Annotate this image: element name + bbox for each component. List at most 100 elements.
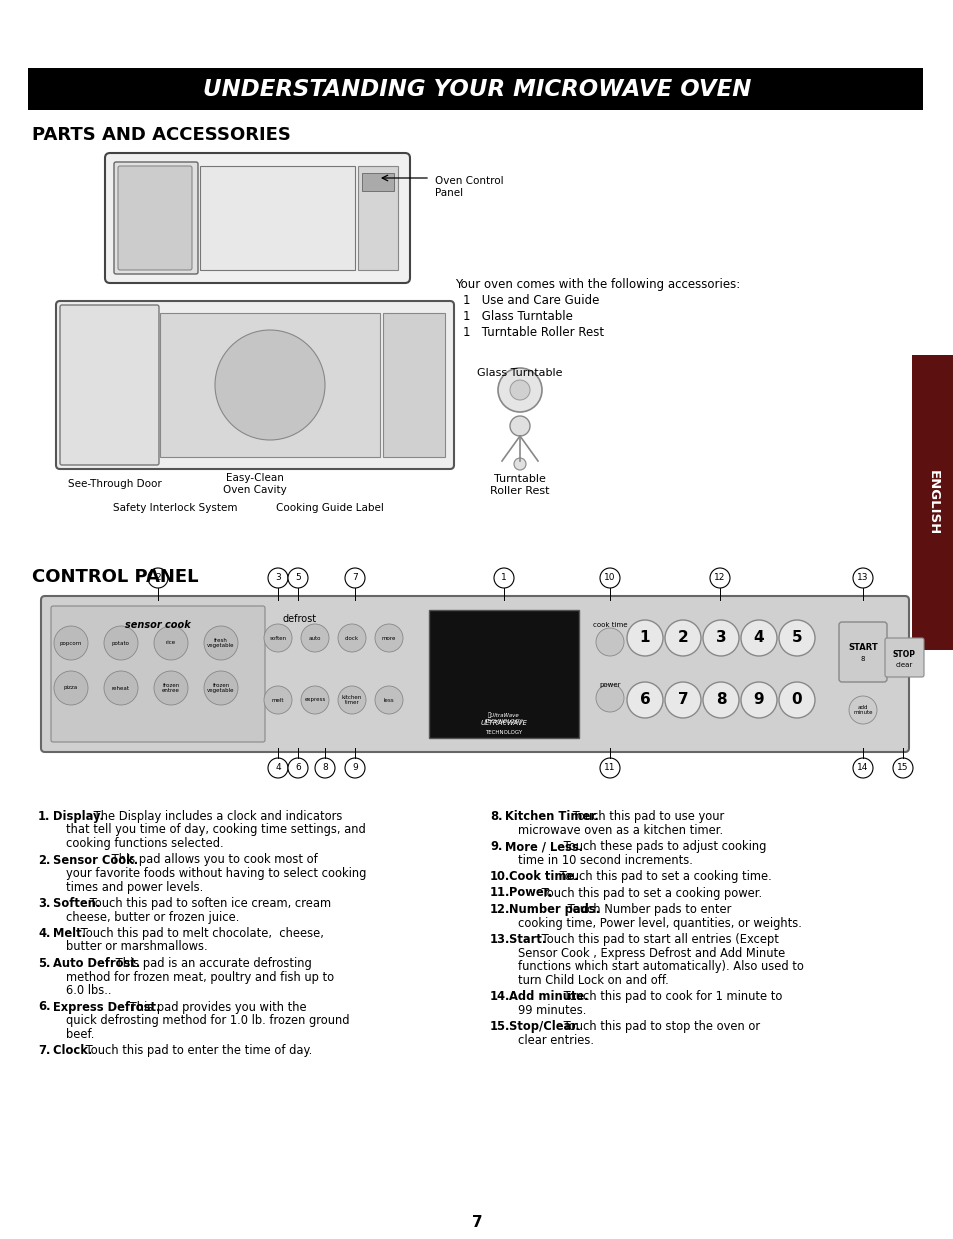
Circle shape xyxy=(54,672,88,705)
Text: ENGLISH: ENGLISH xyxy=(925,470,939,535)
Text: 5.: 5. xyxy=(38,957,51,970)
Circle shape xyxy=(599,758,619,778)
Text: times and power levels.: times and power levels. xyxy=(66,881,203,893)
Circle shape xyxy=(375,686,402,714)
Text: melt: melt xyxy=(272,698,284,703)
Circle shape xyxy=(494,567,514,589)
Text: 10.: 10. xyxy=(490,870,510,883)
Text: 1   Glass Turntable: 1 Glass Turntable xyxy=(462,310,572,323)
Text: Touch this pad to use your: Touch this pad to use your xyxy=(568,810,723,823)
Text: Clock.: Clock. xyxy=(49,1044,91,1057)
Text: your favorite foods without having to select cooking: your favorite foods without having to se… xyxy=(66,867,366,880)
Circle shape xyxy=(345,758,365,778)
Text: reheat: reheat xyxy=(112,685,130,690)
Text: pizza: pizza xyxy=(64,685,78,690)
Circle shape xyxy=(740,620,776,655)
Text: 0: 0 xyxy=(791,693,801,707)
Circle shape xyxy=(596,684,623,712)
Text: 13: 13 xyxy=(857,574,868,582)
Text: Oven Control
Panel: Oven Control Panel xyxy=(435,176,503,197)
Circle shape xyxy=(268,567,288,589)
Text: Kitchen Timer.: Kitchen Timer. xyxy=(500,810,598,823)
Circle shape xyxy=(599,567,619,589)
Text: Add minute.: Add minute. xyxy=(505,990,588,1004)
Circle shape xyxy=(301,686,329,714)
Text: START: START xyxy=(847,643,877,652)
Circle shape xyxy=(702,681,739,717)
Circle shape xyxy=(288,758,308,778)
Text: auto: auto xyxy=(309,636,321,641)
Text: 3: 3 xyxy=(715,631,725,646)
Circle shape xyxy=(779,681,814,717)
Text: 8: 8 xyxy=(860,655,864,662)
Circle shape xyxy=(596,628,623,655)
Circle shape xyxy=(848,696,876,724)
Circle shape xyxy=(510,416,530,436)
Circle shape xyxy=(664,620,700,655)
Text: UNDERSTANDING YOUR MICROWAVE OVEN: UNDERSTANDING YOUR MICROWAVE OVEN xyxy=(203,78,750,100)
Text: Your oven comes with the following accessories:: Your oven comes with the following acces… xyxy=(455,278,740,291)
Text: 1   Turntable Roller Rest: 1 Turntable Roller Rest xyxy=(462,326,603,339)
Circle shape xyxy=(375,624,402,652)
Text: Touch this pad to melt chocolate,  cheese,: Touch this pad to melt chocolate, cheese… xyxy=(77,927,324,940)
Text: Easy-Clean
Oven Cavity: Easy-Clean Oven Cavity xyxy=(223,473,287,494)
Text: Cooking Guide Label: Cooking Guide Label xyxy=(275,503,383,513)
Text: This pad provides you with the: This pad provides you with the xyxy=(126,1001,306,1014)
Circle shape xyxy=(204,672,237,705)
Text: less: less xyxy=(383,698,394,703)
Text: Touch these pads to adjust cooking: Touch these pads to adjust cooking xyxy=(559,840,765,852)
Circle shape xyxy=(264,624,292,652)
Circle shape xyxy=(337,624,366,652)
Circle shape xyxy=(148,567,168,589)
Text: 11.: 11. xyxy=(490,886,510,900)
Bar xyxy=(382,313,444,457)
Bar xyxy=(160,313,379,457)
Text: 14.: 14. xyxy=(490,990,510,1004)
Text: This pad is an accurate defrosting: This pad is an accurate defrosting xyxy=(112,957,312,970)
Text: potato: potato xyxy=(112,641,130,646)
Circle shape xyxy=(892,758,912,778)
Text: Touch this pad to soften ice cream, cream: Touch this pad to soften ice cream, crea… xyxy=(86,897,331,909)
Text: Sensor Cook.: Sensor Cook. xyxy=(49,854,138,866)
FancyBboxPatch shape xyxy=(51,606,265,742)
Text: cook time: cook time xyxy=(592,622,626,628)
Text: More / Less.: More / Less. xyxy=(500,840,582,852)
Text: 6.0 lbs..: 6.0 lbs.. xyxy=(66,984,112,997)
Text: Stop/Clear.: Stop/Clear. xyxy=(505,1020,579,1033)
Circle shape xyxy=(104,672,138,705)
Text: 8.: 8. xyxy=(490,810,502,823)
FancyBboxPatch shape xyxy=(113,162,198,274)
Text: 6: 6 xyxy=(639,693,650,707)
Text: Touch this pad to start all entries (Except: Touch this pad to start all entries (Exc… xyxy=(537,933,778,947)
FancyBboxPatch shape xyxy=(838,622,886,681)
Text: defrost: defrost xyxy=(283,615,316,624)
Text: Touch this pad to cook for 1 minute to: Touch this pad to cook for 1 minute to xyxy=(559,990,781,1004)
Circle shape xyxy=(702,620,739,655)
Text: quick defrosting method for 1.0 lb. frozen ground: quick defrosting method for 1.0 lb. froz… xyxy=(66,1014,349,1027)
Text: ULTRA€WAVE: ULTRA€WAVE xyxy=(480,720,527,726)
Text: Touch this pad to set a cooking time.: Touch this pad to set a cooking time. xyxy=(555,870,771,883)
Circle shape xyxy=(54,626,88,660)
Bar xyxy=(911,356,953,650)
Text: 14: 14 xyxy=(857,763,868,772)
Text: sensor cook: sensor cook xyxy=(125,620,191,629)
Circle shape xyxy=(288,567,308,589)
Text: CONTROL PANEL: CONTROL PANEL xyxy=(32,567,198,586)
Text: Express Defrost.: Express Defrost. xyxy=(49,1001,160,1014)
Text: 4: 4 xyxy=(753,631,763,646)
Text: Soften.: Soften. xyxy=(49,897,100,909)
Text: PARTS AND ACCESSORIES: PARTS AND ACCESSORIES xyxy=(32,126,291,144)
Text: cooking time, Power level, quantities, or weights.: cooking time, Power level, quantities, o… xyxy=(517,917,801,929)
Text: 2: 2 xyxy=(677,631,688,646)
Circle shape xyxy=(779,620,814,655)
Circle shape xyxy=(104,626,138,660)
Text: 6.: 6. xyxy=(38,1001,51,1014)
Text: 1.: 1. xyxy=(38,810,51,823)
Text: 4.: 4. xyxy=(38,927,51,940)
Text: Display.: Display. xyxy=(49,810,104,823)
Bar xyxy=(361,173,394,191)
Text: The Display includes a clock and indicators: The Display includes a clock and indicat… xyxy=(91,810,342,823)
Text: Touch Number pads to enter: Touch Number pads to enter xyxy=(564,903,731,916)
Text: Touch this pad to set a cooking power.: Touch this pad to set a cooking power. xyxy=(537,886,761,900)
Text: 2.: 2. xyxy=(38,854,51,866)
